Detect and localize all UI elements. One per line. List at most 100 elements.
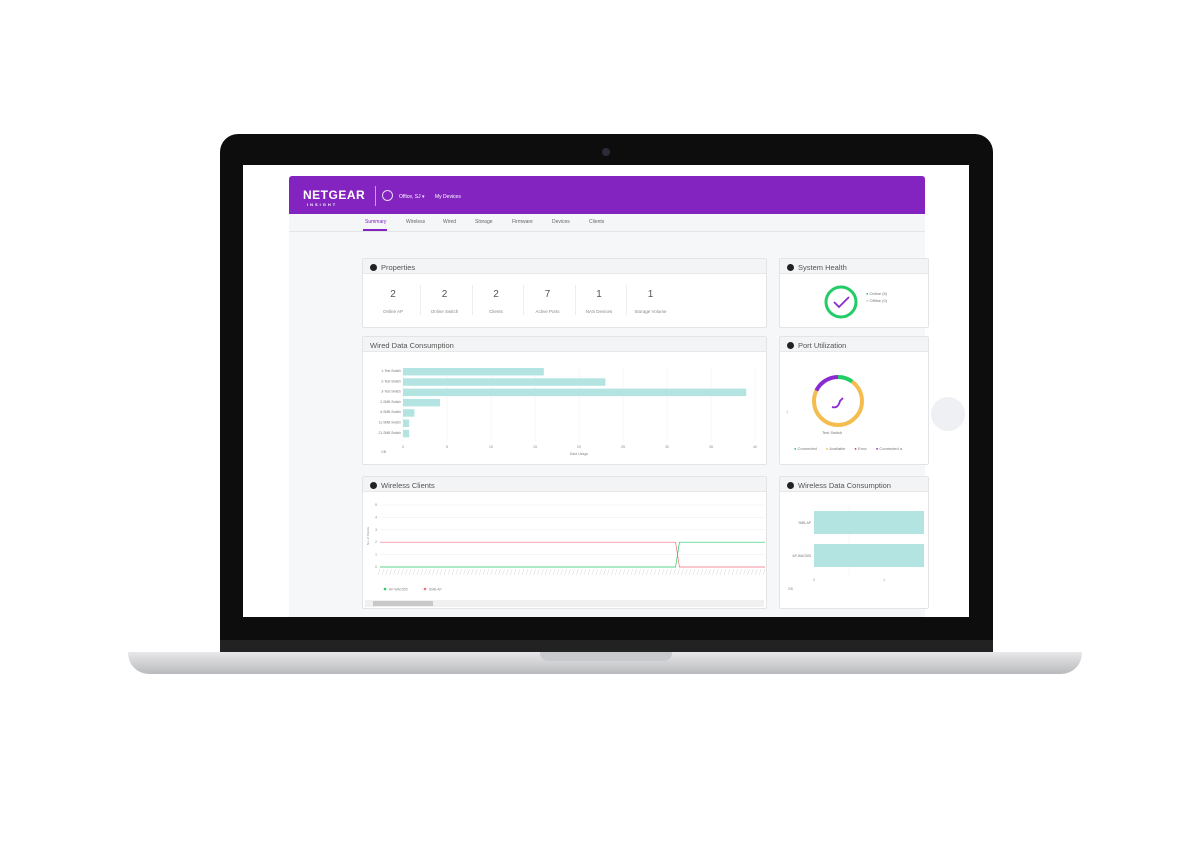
y-tick-label: 21-SMB Switch xyxy=(378,431,401,435)
properties-card: Properties 2 Online AP 2 Online Switch 2 Clie… xyxy=(362,258,767,328)
x-tick-label xyxy=(498,568,501,576)
legend-item: ● Available xyxy=(825,446,846,451)
x-tick-label xyxy=(653,568,657,576)
health-ring xyxy=(824,285,858,319)
x-tick-label xyxy=(751,568,754,576)
cable-icon xyxy=(831,397,844,409)
legend-label: AP-WAC505 xyxy=(389,587,408,591)
divider xyxy=(574,285,576,315)
location-link[interactable]: My Devices xyxy=(435,194,461,200)
x-tick-label xyxy=(560,568,563,576)
y-tick-label: 4 xyxy=(375,515,377,519)
x-tick-label xyxy=(708,568,711,576)
bar xyxy=(403,398,440,407)
x-tick-label xyxy=(381,568,385,576)
x-tick-label: 0 xyxy=(813,578,815,582)
x-tick-label xyxy=(622,568,626,576)
organization-icon xyxy=(382,190,393,201)
x-tick-label xyxy=(618,568,622,576)
stat-value: 7 xyxy=(544,289,551,300)
x-tick-label xyxy=(611,568,614,576)
x-tick-label: 5 xyxy=(446,445,448,449)
x-tick-label xyxy=(416,568,420,576)
donut-segment xyxy=(812,375,864,427)
x-tick-label xyxy=(634,568,637,576)
bar xyxy=(403,388,747,397)
legend-item: ● Connected a xyxy=(875,446,903,451)
health-icon xyxy=(787,264,794,271)
x-tick-label: 40 xyxy=(753,445,757,449)
property-stat: 2 Online AP xyxy=(368,289,418,318)
laptop-screen: NETGEAR INSIGHT Office, SJ ▾ My Devices … xyxy=(243,165,969,617)
tab-storage[interactable]: Storage xyxy=(475,219,493,225)
org-name: Office, SJ xyxy=(399,194,421,200)
y-tick-label: 0 xyxy=(375,565,377,569)
prev-arrow-icon[interactable]: ‹ xyxy=(786,407,789,416)
tab-wired[interactable]: Wired xyxy=(443,219,457,225)
x-tick-label xyxy=(420,568,423,576)
y-tick-label: 11-SMB Switch xyxy=(379,421,401,425)
wireless-clients-card: Wireless Clients 0 1 2 3 4 5 No. of Clients AP-… xyxy=(362,476,767,609)
card-title: Port Utilization xyxy=(798,341,847,350)
properties-icon xyxy=(370,264,377,271)
org-selector[interactable]: Office, SJ ▾ xyxy=(399,194,425,200)
x-tick-label xyxy=(455,568,458,576)
x-tick-label: 20 xyxy=(577,445,581,449)
stat-value: 2 xyxy=(493,289,499,300)
next-slide-button[interactable] xyxy=(931,397,965,431)
x-tick-label xyxy=(533,568,536,576)
tab-firmware[interactable]: Firmware xyxy=(512,219,533,225)
x-tick-label xyxy=(603,568,606,576)
stat-label: Clients xyxy=(489,309,503,314)
wired-bar-chart: 0 5 10 15 20 25 30 35 40 1-Test Switch 2-Test Swit… xyxy=(378,367,757,456)
x-tick-label xyxy=(486,568,490,576)
card-header: Wired Data Consumption xyxy=(363,337,766,352)
tab-clients[interactable]: Clients xyxy=(589,219,605,225)
x-tick-label xyxy=(552,568,556,576)
x-tick-label xyxy=(762,568,766,576)
x-tick-label xyxy=(463,568,466,576)
clients-icon xyxy=(370,482,377,489)
card-title: Wireless Clients xyxy=(381,481,435,490)
horizontal-scrollbar[interactable] xyxy=(365,600,764,607)
y-tick-label: 2 xyxy=(375,540,377,544)
x-tick-label xyxy=(646,568,649,576)
x-tick-label xyxy=(595,568,598,576)
x-tick-label xyxy=(727,568,731,576)
x-tick-label xyxy=(580,568,583,576)
x-tick-label xyxy=(576,568,579,576)
x-tick-label xyxy=(545,568,548,576)
x-tick-label: 0 xyxy=(402,445,404,449)
brand-logo[interactable]: NETGEAR xyxy=(303,188,366,202)
x-tick-label xyxy=(665,568,668,576)
x-tick-label xyxy=(548,568,552,576)
x-tick-label xyxy=(626,568,630,576)
unit-label: GB xyxy=(381,450,387,454)
x-tick-label xyxy=(661,568,665,576)
divider xyxy=(523,285,524,315)
scrollbar-thumb[interactable] xyxy=(373,601,433,606)
tab-devices[interactable]: Devices xyxy=(552,219,570,225)
bar xyxy=(403,409,415,417)
x-tick-label xyxy=(599,568,602,576)
port-legend: ● Connected ● Available ● Error ● Connected… xyxy=(794,446,902,451)
divider xyxy=(420,285,421,315)
legend-marker xyxy=(383,587,387,591)
stat-label: Online Switch xyxy=(430,309,459,314)
x-tick-label xyxy=(587,568,591,576)
wireless-clients-line-chart: 0 1 2 3 4 5 No. of Clients AP-WAC505 SMB-AP xyxy=(366,503,766,591)
bar xyxy=(403,429,410,438)
wired-data-card: Wired Data Consumption 0 5 10 15 20 25 30 35 40 1… xyxy=(362,336,767,465)
x-tick-label xyxy=(657,568,661,576)
x-tick-label xyxy=(743,568,746,576)
y-tick-label: 2-Test Switch xyxy=(381,379,401,383)
x-tick-label xyxy=(467,568,470,576)
x-tick-label xyxy=(739,568,742,576)
x-tick-label xyxy=(517,568,521,576)
tab-wireless[interactable]: Wireless xyxy=(406,219,426,225)
x-tick-label xyxy=(755,568,758,576)
x-tick-label xyxy=(397,568,400,576)
tab-summary[interactable]: Summary xyxy=(365,219,387,225)
y-tick-label: 2-SMB Switch xyxy=(380,400,401,404)
series-line xyxy=(380,541,765,568)
